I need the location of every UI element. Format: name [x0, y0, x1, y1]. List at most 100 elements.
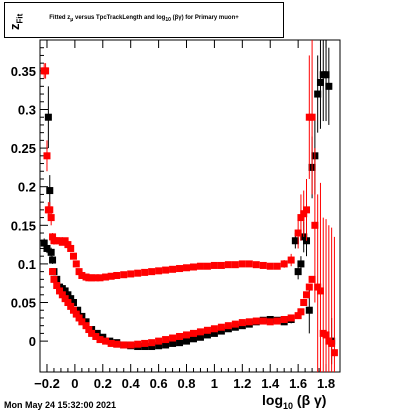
data-point-1	[127, 341, 135, 349]
data-point-0	[217, 327, 225, 335]
data-point-1	[273, 262, 281, 270]
x-tick-label: 0.8	[177, 376, 195, 391]
data-point-0	[155, 342, 163, 350]
data-point-1	[96, 336, 104, 344]
data-point-1	[67, 244, 75, 252]
y-tick-label: 0.3	[18, 102, 36, 117]
data-point-1	[183, 331, 191, 339]
data-point-0	[169, 339, 177, 347]
data-point-0	[61, 287, 69, 295]
data-point-1	[308, 113, 316, 121]
x-axis-label: log10 (β γ)	[262, 392, 327, 411]
x-tick-label: 1.2	[233, 376, 251, 391]
data-point-1	[294, 312, 302, 320]
data-point-0	[183, 337, 191, 345]
data-point-1	[78, 318, 86, 326]
data-point-1	[96, 274, 104, 282]
data-point-1	[196, 328, 204, 336]
data-point-1	[266, 318, 274, 326]
data-point-1	[58, 291, 66, 299]
data-point-1	[72, 260, 80, 268]
data-point-1	[155, 267, 163, 275]
data-point-1	[155, 337, 163, 345]
data-point-1	[141, 268, 149, 276]
data-point-1	[113, 340, 121, 348]
data-point-1	[294, 229, 302, 237]
data-point-0	[64, 291, 72, 299]
data-point-1	[316, 287, 324, 295]
data-point-1	[67, 302, 75, 310]
data-point-1	[75, 314, 83, 322]
data-point-0	[203, 331, 211, 339]
data-point-0	[294, 268, 302, 276]
data-point-1	[49, 268, 57, 276]
data-point-1	[107, 339, 115, 347]
data-point-1	[330, 349, 338, 357]
chart-title-box: Fitted zμ versus TpcTrackLength and log1…	[4, 2, 284, 38]
data-point-1	[169, 334, 177, 342]
y-tick-label: 0.25	[11, 141, 36, 156]
data-point-1	[266, 262, 274, 270]
data-point-0	[196, 333, 204, 341]
data-point-1	[169, 265, 177, 273]
data-point-1	[120, 271, 128, 279]
data-point-1	[252, 317, 260, 325]
y-tick-label: 0.1	[18, 257, 36, 272]
data-point-0	[325, 82, 333, 90]
data-point-1	[303, 206, 311, 214]
data-point-1	[196, 262, 204, 270]
data-point-1	[297, 308, 305, 316]
data-point-1	[134, 340, 142, 348]
data-point-1	[72, 310, 80, 318]
data-point-1	[75, 268, 83, 276]
data-point-1	[82, 322, 90, 330]
data-point-1	[217, 261, 225, 269]
data-point-1	[102, 273, 110, 281]
data-point-1	[231, 261, 239, 269]
data-point-1	[210, 325, 218, 333]
data-point-1	[69, 252, 77, 260]
data-point-1	[287, 256, 295, 264]
data-point-1	[308, 275, 316, 283]
data-point-1	[305, 283, 313, 291]
data-point-1	[328, 339, 336, 347]
data-point-1	[259, 317, 267, 325]
data-point-1	[210, 261, 218, 269]
data-point-1	[176, 265, 184, 273]
data-point-0	[49, 256, 57, 264]
data-point-1	[162, 266, 170, 274]
data-point-1	[238, 260, 246, 268]
data-point-1	[50, 275, 58, 283]
data-point-1	[46, 206, 54, 214]
data-point-1	[78, 271, 86, 279]
data-point-1	[224, 322, 232, 330]
data-point-0	[316, 78, 324, 86]
data-point-0	[82, 318, 90, 326]
data-point-1	[92, 274, 100, 282]
data-point-1	[245, 318, 253, 326]
data-point-1	[88, 329, 96, 337]
data-point-1	[217, 323, 225, 331]
plot-frame	[39, 39, 341, 373]
data-point-1	[61, 237, 69, 245]
data-point-1	[280, 315, 288, 323]
data-point-0	[47, 248, 55, 256]
data-point-1	[61, 295, 69, 303]
data-point-1	[64, 241, 72, 249]
data-point-1	[189, 329, 197, 337]
data-point-1	[314, 283, 322, 291]
x-tick-label: −0.2	[34, 376, 60, 391]
data-point-1	[47, 214, 55, 222]
data-point-1	[92, 332, 100, 340]
data-point-1	[113, 271, 121, 279]
data-point-1	[88, 274, 96, 282]
data-point-1	[287, 314, 295, 322]
data-point-1	[231, 320, 239, 328]
data-point-0	[291, 237, 299, 245]
x-tick-label: 0.6	[150, 376, 168, 391]
data-point-0	[44, 113, 52, 121]
data-point-1	[322, 331, 330, 339]
data-point-1	[300, 210, 308, 218]
x-tick-label: 0.4	[122, 376, 141, 391]
data-point-0	[297, 260, 305, 268]
